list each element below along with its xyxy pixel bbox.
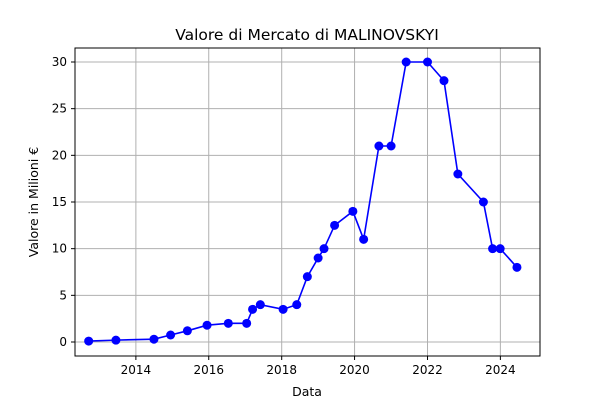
- y-tick-label: 20: [52, 148, 67, 162]
- x-tick-label: 2020: [339, 363, 370, 377]
- data-point: [348, 206, 358, 216]
- data-point: [242, 318, 252, 328]
- data-point: [302, 272, 312, 282]
- data-point: [182, 326, 192, 336]
- y-axis-label: Valore in Milioni €: [26, 147, 41, 257]
- data-point: [223, 318, 233, 328]
- data-point: [255, 300, 265, 310]
- series-layer: [84, 57, 522, 346]
- chart-title: Valore di Mercato di MALINOVSKYI: [175, 26, 439, 44]
- data-point: [401, 57, 411, 67]
- data-point: [439, 76, 449, 86]
- x-tick-label: 2014: [121, 363, 152, 377]
- grid-lines: [75, 48, 540, 356]
- x-tick-label: 2016: [193, 363, 224, 377]
- data-point: [330, 220, 340, 230]
- y-tick-label: 10: [52, 242, 67, 256]
- data-point: [313, 253, 323, 263]
- data-point: [111, 335, 121, 345]
- y-tick-label: 15: [52, 195, 67, 209]
- data-point: [386, 141, 396, 151]
- series-line: [88, 61, 518, 342]
- data-point: [248, 304, 258, 314]
- data-point: [453, 169, 463, 179]
- data-point: [478, 197, 488, 207]
- data-point: [292, 300, 302, 310]
- data-point: [423, 57, 433, 67]
- y-tick-label: 0: [59, 335, 67, 349]
- x-tick-label: 2018: [266, 363, 297, 377]
- data-point: [278, 304, 288, 314]
- data-point: [166, 330, 176, 340]
- data-point: [84, 336, 94, 346]
- data-point: [359, 234, 369, 244]
- data-point: [512, 262, 522, 272]
- y-tick-label: 25: [52, 102, 67, 116]
- y-tick-label: 30: [52, 55, 67, 69]
- x-tick-label: 2022: [412, 363, 443, 377]
- axis-ticks: 2014 2016 2018 2020 2022 2024 0 5 10 15 20 25 30: [52, 55, 516, 377]
- data-point: [319, 244, 329, 254]
- data-point: [495, 244, 505, 254]
- x-axis-label: Data: [292, 384, 322, 399]
- y-tick-label: 5: [59, 288, 67, 302]
- data-point: [149, 334, 159, 344]
- x-tick-label: 2024: [485, 363, 516, 377]
- data-point: [374, 141, 384, 151]
- data-point: [488, 244, 498, 254]
- data-point: [202, 320, 212, 330]
